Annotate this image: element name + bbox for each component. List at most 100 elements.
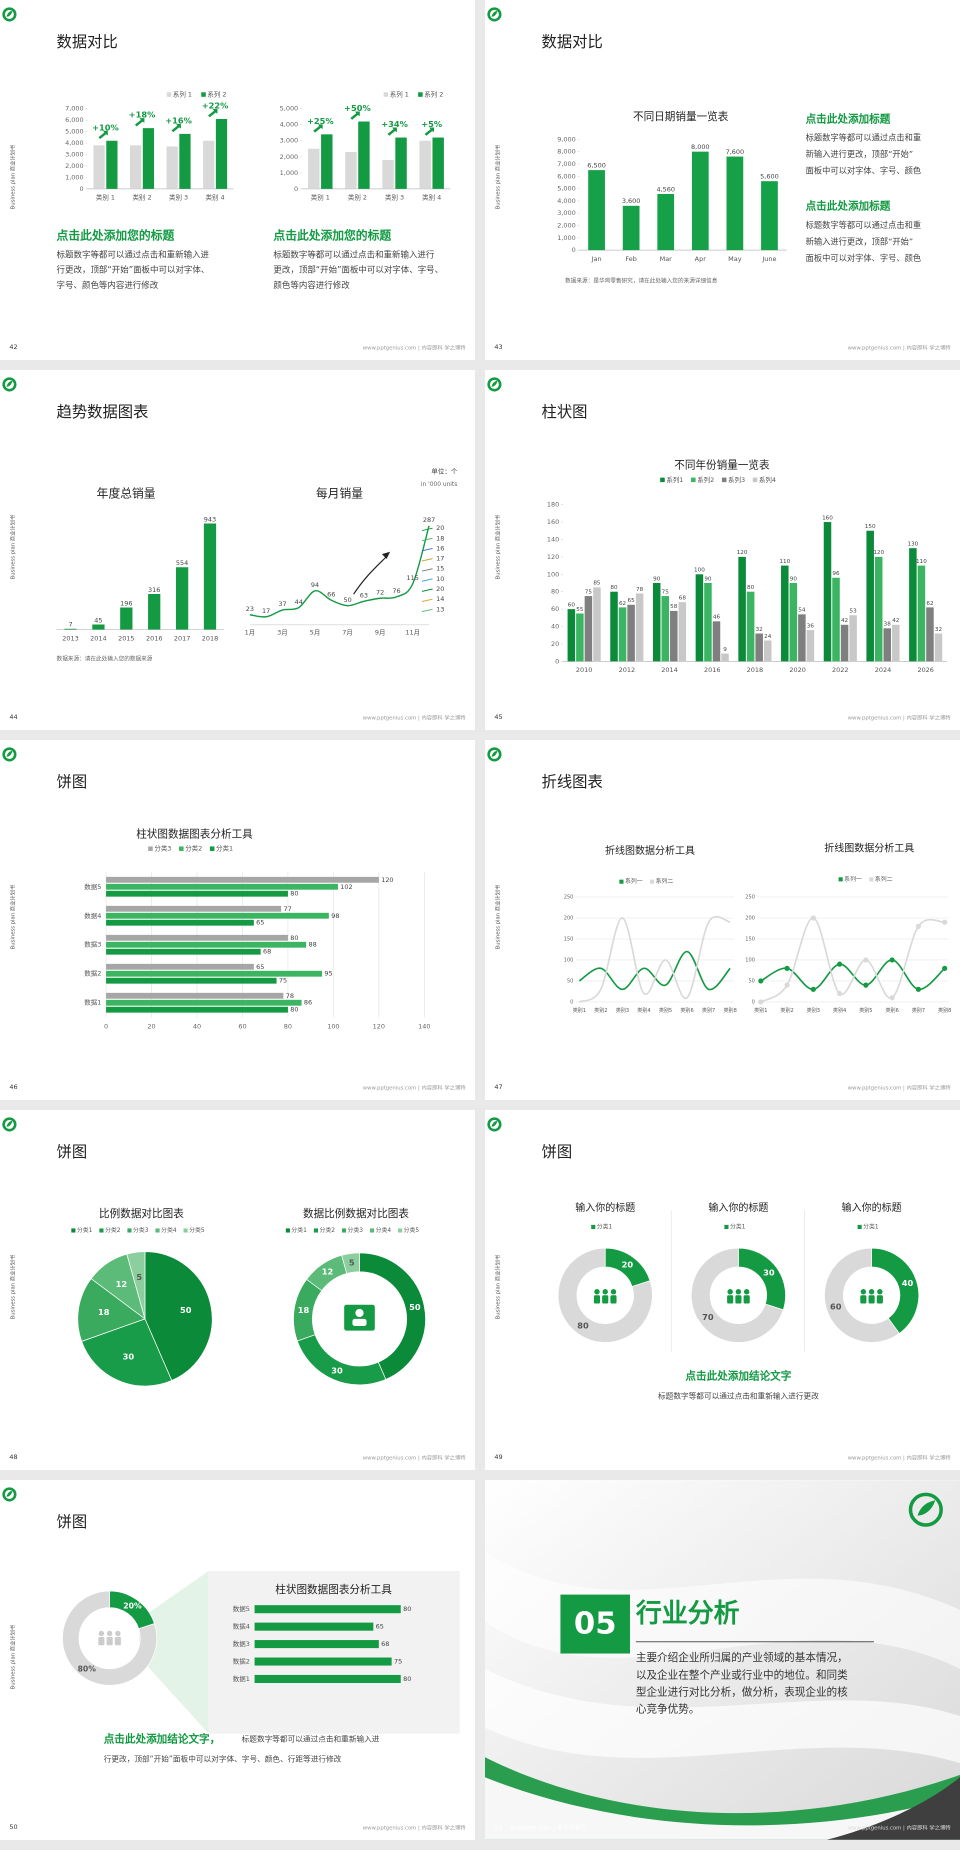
data-label: 75 bbox=[585, 589, 593, 595]
data-label: 50 bbox=[180, 1305, 192, 1315]
marker bbox=[758, 978, 764, 984]
bar bbox=[166, 146, 178, 189]
bar bbox=[106, 999, 302, 1006]
x-tick-label: 120 bbox=[373, 1023, 385, 1031]
x-tick-label: 类别4 bbox=[637, 1007, 650, 1014]
legend-swatch bbox=[691, 477, 696, 483]
chart-title: 每月销量 bbox=[316, 487, 363, 501]
slice bbox=[81, 1318, 173, 1387]
legend-label: 系列3 bbox=[728, 475, 745, 484]
legend-label: 系列二 bbox=[875, 875, 893, 883]
legend-label: 系列 1 bbox=[390, 90, 409, 99]
annotation-arrow bbox=[313, 124, 323, 133]
icon bbox=[602, 1295, 609, 1304]
x-tick-label: 2017 bbox=[174, 634, 190, 642]
bar bbox=[106, 948, 261, 955]
y-tick-label: 数据2 bbox=[84, 969, 101, 978]
note: 数据来源：是华鸡零售研究，请在此处输入您的来源详细信息 bbox=[565, 276, 718, 284]
y-tick-label: 数据4 bbox=[84, 911, 101, 920]
side-label: Business plan 商业计划书 bbox=[8, 884, 16, 949]
y-tick-label: 20 bbox=[551, 640, 559, 648]
y-tick-label: 50 bbox=[748, 978, 754, 984]
bar bbox=[215, 118, 228, 189]
marker bbox=[810, 986, 816, 992]
x-tick-label: 2013 bbox=[62, 634, 78, 642]
data-label: 70 bbox=[702, 1312, 714, 1322]
bar bbox=[120, 607, 133, 630]
end-line bbox=[421, 578, 433, 582]
data-label: 65 bbox=[628, 598, 636, 604]
data-label: 63 bbox=[360, 591, 368, 599]
bar bbox=[755, 633, 763, 662]
bar bbox=[395, 137, 407, 189]
x-tick-label: 类别 2 bbox=[348, 193, 367, 202]
heading: 点击此处添加您的标题 bbox=[273, 228, 391, 242]
bar bbox=[130, 145, 142, 189]
bar bbox=[106, 140, 118, 189]
data-label: 68 bbox=[679, 596, 687, 602]
slice bbox=[62, 1590, 158, 1686]
annotation: +50% bbox=[344, 103, 371, 113]
y-tick-label: 0 bbox=[572, 246, 576, 254]
data-label: 76 bbox=[392, 587, 400, 595]
annotation: +22% bbox=[202, 101, 229, 111]
chart: 0 1,000 2,000 3,000 4,000 5,000 6,000 7,000 8,00… bbox=[557, 110, 787, 263]
body-text: 字号、颜色等内容进行修改 bbox=[57, 280, 159, 290]
logo bbox=[491, 380, 498, 387]
legend-swatch bbox=[383, 92, 389, 97]
y-tick-label: 数据1 bbox=[233, 1674, 250, 1683]
data-label: 77 bbox=[283, 905, 291, 913]
slide-title: 饼图 bbox=[542, 1143, 573, 1161]
y-tick-label: 60 bbox=[551, 605, 559, 613]
note: 数据来源：请在此处输入您的数据来源 bbox=[57, 655, 153, 663]
bar bbox=[254, 1674, 401, 1684]
data-label: 287 bbox=[423, 516, 435, 524]
logo bbox=[6, 10, 13, 17]
y-tick-label: 4,000 bbox=[557, 197, 576, 205]
slide-canvas: Business plan 商业计划书 44 www.pptgenius.com |… bbox=[2, 377, 466, 721]
chart: 0204060801001201401601802010605575852012… bbox=[547, 459, 948, 674]
marker bbox=[889, 957, 895, 963]
bar bbox=[926, 607, 934, 662]
y-tick-label: 0 bbox=[752, 999, 755, 1005]
end-label: 17 bbox=[436, 555, 444, 563]
x-tick-label: 140 bbox=[418, 1023, 430, 1031]
legend-label: 分类2 bbox=[319, 1226, 335, 1234]
data-label: 66 bbox=[327, 590, 335, 598]
slide-canvas: Business plan 商业计划书 42 www.pptgenius.com |… bbox=[2, 7, 466, 351]
end-line bbox=[421, 568, 433, 572]
y-tick-label: 数据4 bbox=[233, 1622, 250, 1631]
x-tick-label: 2015 bbox=[118, 634, 134, 642]
y-tick-label: 160 bbox=[547, 518, 559, 526]
slice bbox=[557, 1247, 653, 1343]
bar bbox=[892, 624, 900, 662]
slice bbox=[690, 1247, 784, 1343]
marker bbox=[942, 919, 948, 925]
icon bbox=[868, 1295, 875, 1304]
y-tick-label: 1,000 bbox=[65, 173, 84, 181]
heading: 点击此处添加标题 bbox=[806, 200, 891, 213]
data-label: 80 bbox=[747, 585, 755, 591]
data-label: 110 bbox=[779, 559, 790, 565]
bar bbox=[321, 134, 333, 189]
body-text: 更改，顶部“开始”面板中可以对字体、字号、 bbox=[273, 265, 443, 275]
legend-swatch bbox=[418, 92, 423, 97]
bar bbox=[712, 621, 721, 662]
bar bbox=[763, 640, 772, 662]
marker bbox=[837, 990, 843, 997]
y-tick-label: 3,000 bbox=[280, 137, 299, 145]
data-label: 18 bbox=[98, 1307, 110, 1317]
y-tick-label: 数据3 bbox=[84, 940, 101, 949]
marker bbox=[942, 965, 948, 971]
data-label: 150 bbox=[865, 524, 876, 530]
data-label: 90 bbox=[653, 576, 661, 582]
data-label: 12 bbox=[322, 1267, 334, 1277]
y-tick-label: 2,000 bbox=[280, 153, 299, 161]
bar bbox=[358, 121, 370, 189]
logo bbox=[6, 1120, 13, 1127]
end-label: 20 bbox=[436, 524, 444, 532]
y-tick-label: 6,000 bbox=[557, 172, 576, 180]
legend-swatch bbox=[721, 477, 727, 483]
icon bbox=[735, 1289, 742, 1295]
bar bbox=[179, 133, 191, 189]
